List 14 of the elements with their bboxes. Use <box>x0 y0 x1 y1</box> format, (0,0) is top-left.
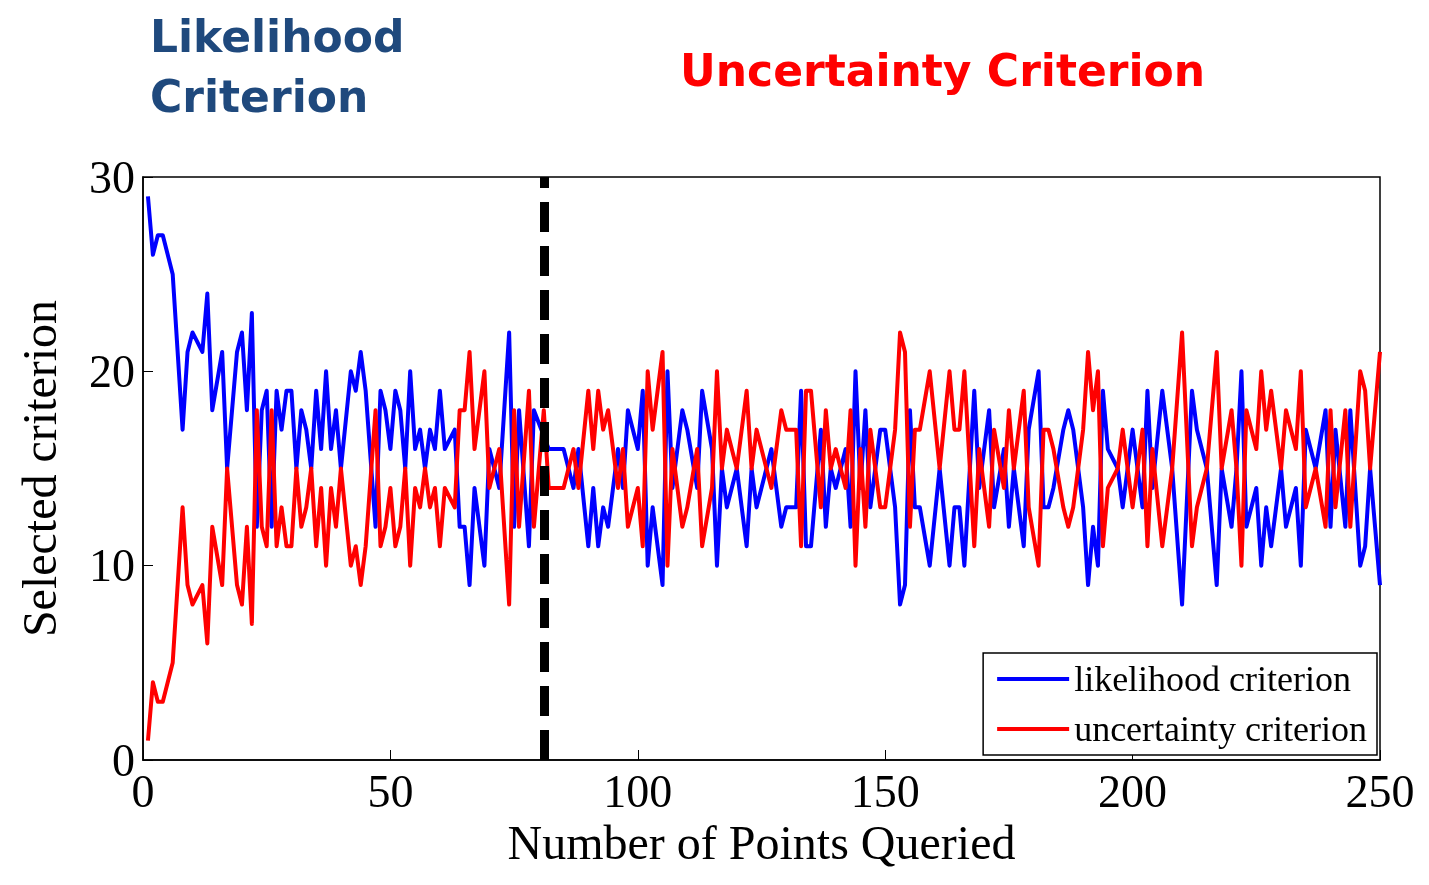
x-tick-label: 150 <box>850 765 920 817</box>
y-tick-label: 30 <box>89 151 135 203</box>
y-axis-title: Selected criterion <box>12 299 66 638</box>
x-tick-label: 200 <box>1098 765 1168 817</box>
x-tick-label: 250 <box>1345 765 1415 817</box>
x-tick-label: 100 <box>603 765 673 817</box>
y-tick-label: 10 <box>89 540 135 592</box>
legend-label: uncertainty criterion <box>1074 709 1368 749</box>
x-tick-label: 50 <box>367 765 414 817</box>
legend-label: likelihood criterion <box>1074 659 1352 699</box>
x-axis-title: Number of Points Queried <box>507 816 1016 870</box>
text: Likelihood Criterion <box>150 10 420 122</box>
y-tick-label: 20 <box>89 345 135 397</box>
text: Uncertainty Criterion <box>680 44 1206 96</box>
